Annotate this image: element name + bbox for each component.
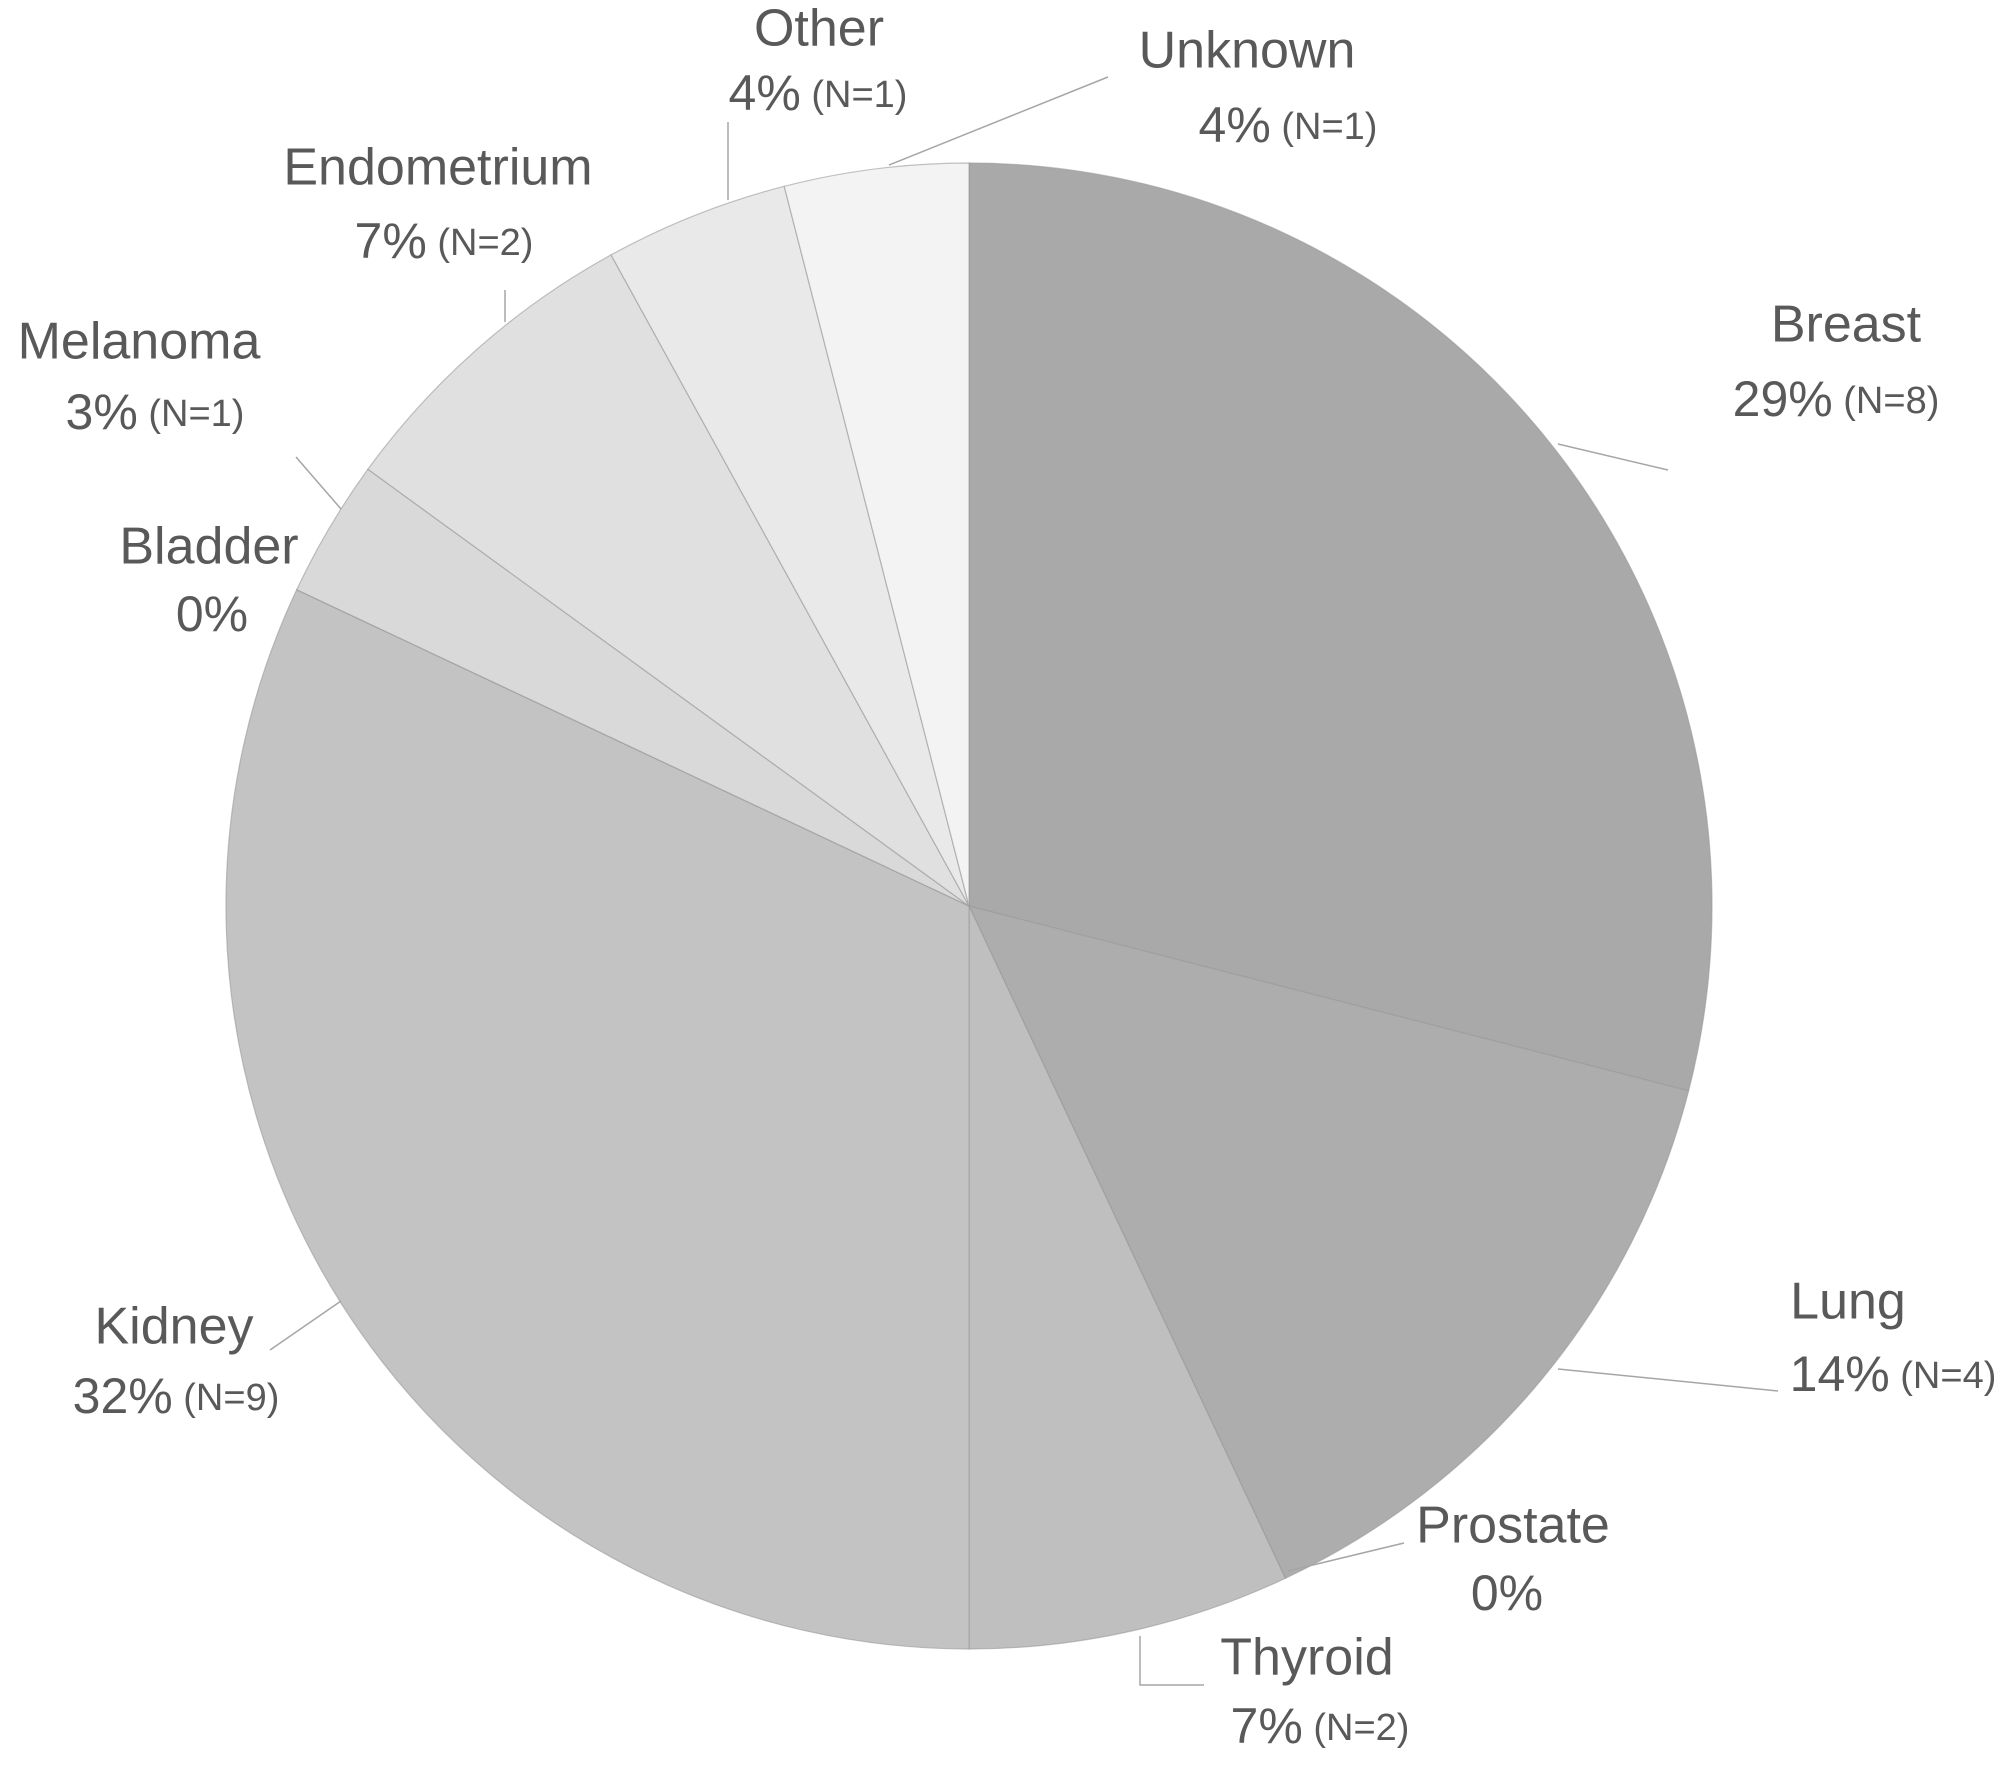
category-label: Thyroid	[1220, 1629, 1393, 1687]
value-percent: 32%	[73, 1368, 173, 1424]
value-count: (N=2)	[427, 222, 534, 264]
value-percent: 14%	[1790, 1346, 1890, 1402]
value-label: 0%	[1471, 1565, 1543, 1621]
value-percent: 4%	[1199, 97, 1271, 153]
value-count: (N=2)	[1303, 1707, 1410, 1749]
value-label: 4% (N=1)	[729, 65, 908, 121]
leader-line	[269, 1300, 342, 1351]
category-label: Prostate	[1416, 1497, 1610, 1555]
value-percent: 29%	[1733, 371, 1833, 427]
value-count: (N=1)	[138, 393, 245, 435]
category-label: Melanoma	[18, 313, 261, 371]
category-label: Endometrium	[283, 139, 592, 197]
leader-line	[1557, 443, 1669, 471]
leader-line	[1287, 1542, 1405, 1572]
category-label: Other	[754, 0, 884, 58]
value-count: (N=9)	[173, 1377, 280, 1419]
value-percent: 0%	[1471, 1565, 1543, 1621]
value-count: (N=1)	[801, 74, 908, 116]
value-label: 4% (N=1)	[1199, 97, 1378, 153]
category-label: Breast	[1771, 296, 1922, 354]
category-label: Lung	[1790, 1273, 1906, 1331]
pie-slice	[968, 162, 1713, 1092]
value-count: (N=1)	[1271, 106, 1378, 148]
pie-slice	[610, 185, 970, 907]
leader-line	[888, 76, 1109, 166]
leader-line	[295, 456, 342, 510]
category-label: Bladder	[119, 518, 298, 576]
value-label: 14% (N=4)	[1790, 1346, 1997, 1402]
category-label: Unknown	[1139, 22, 1356, 80]
value-label: 7% (N=2)	[1231, 1698, 1410, 1754]
value-percent: 7%	[355, 213, 427, 269]
pie-slice	[968, 905, 1287, 1650]
value-count: (N=4)	[1890, 1355, 1997, 1397]
value-percent: 3%	[66, 384, 138, 440]
value-label: 7% (N=2)	[355, 213, 534, 269]
pie-slice	[367, 254, 970, 907]
value-count: (N=8)	[1833, 380, 1940, 422]
value-percent: 7%	[1231, 1698, 1303, 1754]
leader-line	[1557, 1368, 1779, 1392]
value-percent: 4%	[729, 65, 801, 121]
category-label: Kidney	[95, 1298, 254, 1356]
leader-line	[1139, 1636, 1204, 1686]
value-label: 0%	[176, 586, 248, 642]
pie-slice	[225, 588, 970, 1650]
pie-slice	[783, 162, 970, 907]
value-label: 3% (N=1)	[66, 384, 245, 440]
value-label: 29% (N=8)	[1733, 371, 1940, 427]
value-label: 32% (N=9)	[73, 1368, 280, 1424]
value-percent: 0%	[176, 586, 248, 642]
pie-slice	[967, 905, 1690, 1580]
